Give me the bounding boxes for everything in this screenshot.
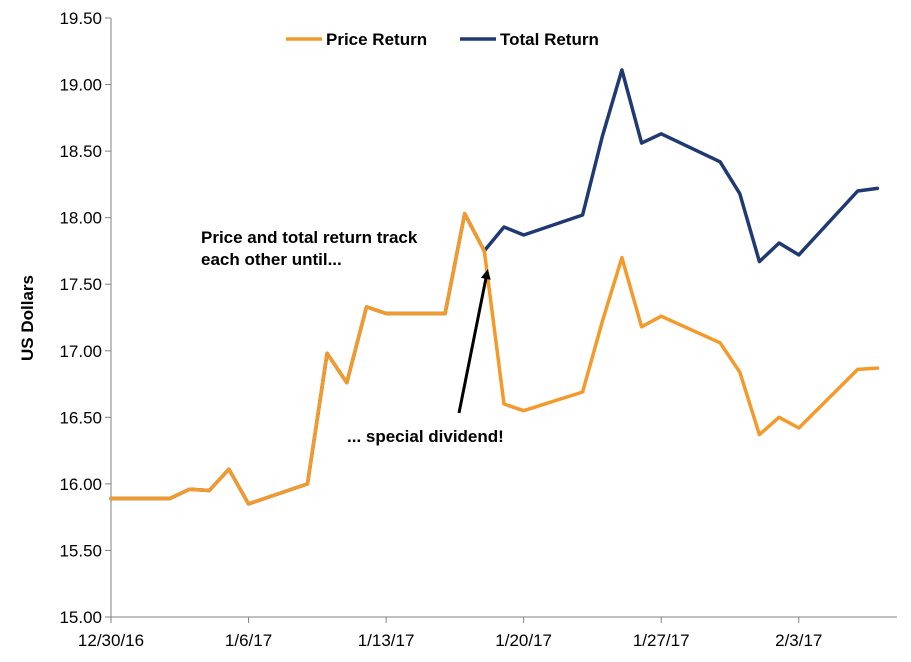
x-tick-label: 12/30/16 xyxy=(78,631,144,650)
x-tick-label: 2/3/17 xyxy=(775,631,822,650)
y-axis-ticks: 15.00 15.50 16.00 16.50 17.00 17.50 18.00 18.50… xyxy=(59,9,111,627)
series-line-price-return xyxy=(109,211,880,506)
y-tick-label: 16.00 xyxy=(59,475,102,494)
axes xyxy=(110,18,897,618)
annotation-dividend: ... special dividend! xyxy=(347,427,504,446)
x-tick-label: 1/6/17 xyxy=(225,631,272,650)
y-tick-label: 17.50 xyxy=(59,275,102,294)
y-tick-label: 15.00 xyxy=(59,608,102,627)
y-tick-label: 19.00 xyxy=(59,76,102,95)
annotation-arrow xyxy=(457,269,491,414)
legend-label-price-return: Price Return xyxy=(326,30,427,49)
x-tick-label: 1/20/17 xyxy=(495,631,552,650)
annotation-track-line-2: each other until... xyxy=(201,250,342,269)
legend: Price Return Total Return xyxy=(286,30,599,49)
legend-label-total-return: Total Return xyxy=(500,30,599,49)
y-tick-label: 18.00 xyxy=(59,209,102,228)
annotations: Price and total return track each other … xyxy=(201,228,504,446)
y-axis-title: US Dollars xyxy=(18,275,37,361)
y-tick-label: 19.50 xyxy=(59,9,102,28)
x-tick-label: 1/27/17 xyxy=(633,631,690,650)
x-axis-ticks: 12/30/16 1/6/17 1/13/17 1/20/17 1/27/17 2/3/1… xyxy=(78,617,822,650)
annotation-track-line-1: Price and total return track xyxy=(201,228,418,247)
y-tick-label: 17.00 xyxy=(59,342,102,361)
y-tick-label: 16.50 xyxy=(59,408,102,427)
series-lines xyxy=(109,68,880,506)
y-tick-label: 15.50 xyxy=(59,541,102,560)
y-tick-label: 18.50 xyxy=(59,142,102,161)
x-tick-label: 1/13/17 xyxy=(358,631,415,650)
